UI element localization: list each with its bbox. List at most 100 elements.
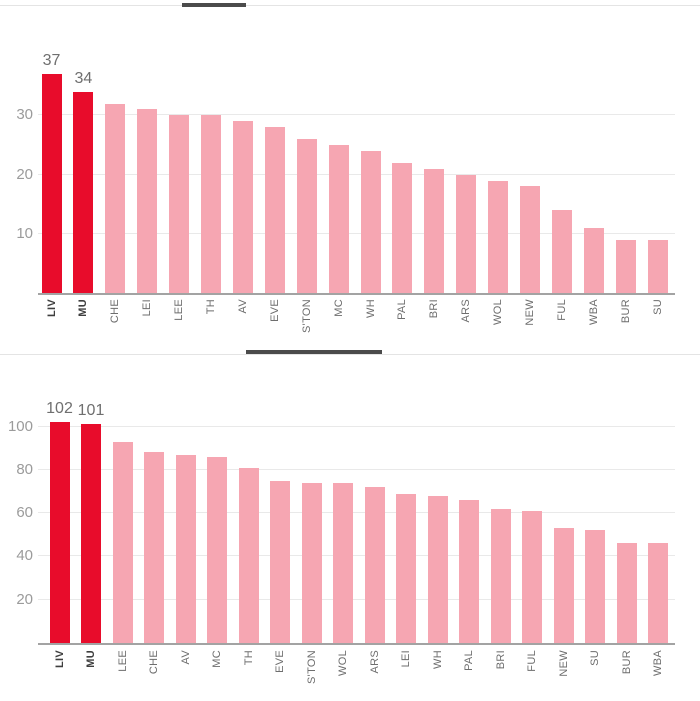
bar-LIV: 102: [46, 400, 73, 643]
x-tick-label-MU: MU: [77, 299, 90, 317]
x-tick-label-BUR: BUR: [619, 299, 632, 324]
bar-WOL: [488, 180, 509, 293]
x-tick-label-LEI: LEI: [141, 299, 154, 317]
y-tick-label-80: 80: [16, 460, 33, 478]
x-tick-label-PAL: PAL: [396, 299, 409, 320]
mid-divider-accent: [246, 350, 382, 354]
x-tick-label-FUL: FUL: [526, 650, 538, 672]
x-tick-label-EVE: EVE: [268, 299, 281, 322]
y-tick-label-40: 40: [16, 547, 33, 565]
mid-divider: [0, 354, 700, 355]
bar-WH: [360, 150, 381, 293]
y-tick-label-10: 10: [16, 224, 33, 242]
bar-TH: [238, 467, 259, 643]
bar-NEW: [553, 528, 574, 643]
bar-LIV: 37: [41, 52, 62, 293]
bar-BRI: [490, 508, 511, 643]
x-tick-label-NEW: NEW: [557, 650, 570, 677]
x-tick-label-EVE: EVE: [274, 650, 286, 673]
y-tick-label-20: 20: [16, 165, 33, 183]
x-tick-label-ARS: ARS: [368, 650, 381, 674]
x-tick-label-WH: WH: [431, 650, 444, 669]
bar-LEI: [137, 109, 158, 293]
x-tick-label-PAL: PAL: [463, 650, 475, 671]
bar-BRI: [424, 168, 445, 293]
value-label-MU: 101: [77, 402, 105, 420]
bar-WH: [427, 495, 448, 643]
gridline-100: [38, 425, 675, 427]
x-tick-label-MC: MC: [211, 650, 223, 668]
x-tick-label-S'TON: S'TON: [300, 299, 313, 333]
bar-ARS: [364, 487, 385, 643]
x-tick-label-CHE: CHE: [109, 299, 122, 324]
x-tick-label-AV: AV: [236, 299, 249, 314]
x-tick-label-TH: TH: [205, 299, 217, 315]
x-tick-label-LEE: LEE: [173, 299, 186, 321]
bar-S'TON: [301, 482, 322, 643]
bar-EVE: [264, 127, 285, 293]
bar-LEI: [396, 493, 416, 643]
bar-AV: [232, 121, 253, 293]
y-tick-label-60: 60: [16, 504, 33, 522]
bottom-bar-chart-xlabels: LIV MU LEE CHE AV MC TH EVE S'TON WOL ARS LEI WH PAL B…: [38, 647, 675, 701]
x-tick-label-NEW: NEW: [524, 299, 536, 326]
gridline-20: [38, 598, 675, 600]
x-tick-label-S'TON: S'TON: [305, 650, 318, 684]
bar-FUL: [551, 210, 572, 293]
bar-ARS: [456, 174, 477, 293]
bar-NEW: [520, 186, 540, 293]
gridline-10: [38, 232, 675, 234]
bar-WOL: [333, 482, 353, 643]
bar-LEE: [112, 441, 133, 643]
value-label-LIV: 102: [46, 400, 73, 418]
bar-MU: 34: [73, 70, 94, 293]
x-tick-label-ARS: ARS: [460, 299, 473, 323]
bar-PAL: [392, 162, 413, 293]
top-bar-chart-xlabels: LIV MU CHE LEI LEE TH AV EVE S'TON MC WH PAL BRI ARS W…: [38, 296, 675, 350]
x-tick-label-MU: MU: [85, 650, 97, 668]
x-tick-label-MC: MC: [332, 299, 345, 317]
value-label-LIV: 37: [42, 51, 61, 69]
bar-MC: [328, 145, 349, 293]
bar-BUR: [615, 239, 636, 293]
bar-BUR: [616, 543, 637, 643]
gridline-30: [38, 114, 675, 116]
bar-PAL: [459, 500, 479, 643]
gridline-80: [38, 468, 675, 470]
bar-SU: [647, 239, 668, 293]
top-divider: [0, 5, 700, 6]
x-tick-label-BRI: BRI: [428, 299, 441, 319]
bar-LEE: [169, 115, 190, 293]
gridline-60: [38, 512, 675, 514]
bar-TH: [201, 115, 221, 293]
x-tick-label-LIV: LIV: [53, 650, 66, 669]
bar-FUL: [522, 510, 542, 643]
x-tick-label-LEI: LEI: [400, 650, 412, 668]
x-tick-label-WOL: WOL: [492, 299, 505, 325]
x-tick-label-BUR: BUR: [620, 650, 633, 675]
top-bar-chart-plot: 10 20 30 37 34: [16, 40, 675, 295]
x-tick-label-SU: SU: [651, 299, 664, 315]
y-tick-label-100: 100: [7, 417, 33, 435]
value-label-MU: 34: [74, 69, 93, 87]
x-tick-label-WBA: WBA: [652, 650, 664, 676]
x-tick-label-SU: SU: [589, 650, 601, 666]
x-tick-label-FUL: FUL: [555, 299, 568, 321]
bar-MU: 101: [78, 402, 104, 643]
bar-SU: [585, 530, 605, 643]
x-tick-label-WBA: WBA: [587, 299, 600, 325]
bar-S'TON: [296, 139, 317, 293]
bar-EVE: [270, 480, 290, 643]
x-tick-label-AV: AV: [179, 650, 192, 665]
x-tick-label-LIV: LIV: [45, 299, 58, 318]
gridline-20: [38, 173, 675, 175]
bar-AV: [175, 454, 196, 643]
y-tick-label-20: 20: [16, 590, 33, 608]
bar-CHE: [144, 452, 164, 643]
x-tick-label-BRI: BRI: [494, 650, 507, 670]
x-tick-label-WH: WH: [364, 299, 377, 318]
bottom-bar-chart-plot: 20 40 60 80 100 102 101: [8, 390, 675, 645]
bar-WBA: [648, 543, 668, 643]
x-tick-label-TH: TH: [242, 650, 255, 666]
x-tick-label-LEE: LEE: [116, 650, 129, 672]
